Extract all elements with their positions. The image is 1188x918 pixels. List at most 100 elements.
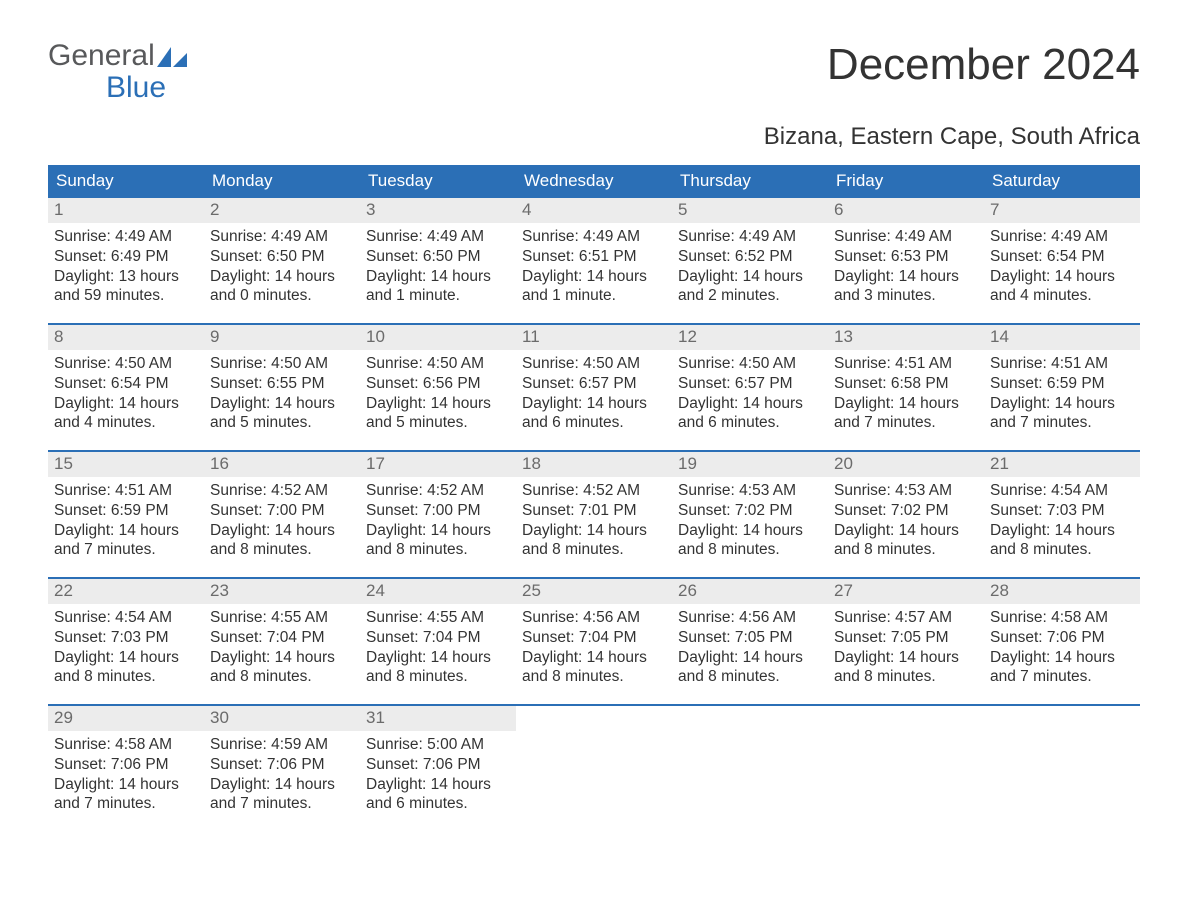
day-details: Sunrise: 4:49 AMSunset: 6:53 PMDaylight:… <box>828 223 984 314</box>
day-details: Sunrise: 4:53 AMSunset: 7:02 PMDaylight:… <box>828 477 984 568</box>
calendar-day-cell: 4Sunrise: 4:49 AMSunset: 6:51 PMDaylight… <box>516 198 672 323</box>
day-details: Sunrise: 4:51 AMSunset: 6:58 PMDaylight:… <box>828 350 984 441</box>
day-details: Sunrise: 4:56 AMSunset: 7:05 PMDaylight:… <box>672 604 828 695</box>
day-details: Sunrise: 4:54 AMSunset: 7:03 PMDaylight:… <box>48 604 204 695</box>
calendar-day-cell: 26Sunrise: 4:56 AMSunset: 7:05 PMDayligh… <box>672 579 828 704</box>
calendar-day-cell: 23Sunrise: 4:55 AMSunset: 7:04 PMDayligh… <box>204 579 360 704</box>
day-number: 30 <box>204 706 360 731</box>
day-number: 18 <box>516 452 672 477</box>
day-details: Sunrise: 4:49 AMSunset: 6:52 PMDaylight:… <box>672 223 828 314</box>
calendar-empty-cell <box>516 706 672 833</box>
day-number: 24 <box>360 579 516 604</box>
calendar-day-cell: 18Sunrise: 4:52 AMSunset: 7:01 PMDayligh… <box>516 452 672 577</box>
calendar-day-cell: 2Sunrise: 4:49 AMSunset: 6:50 PMDaylight… <box>204 198 360 323</box>
brand-word-1: General <box>48 40 155 72</box>
calendar-day-cell: 31Sunrise: 5:00 AMSunset: 7:06 PMDayligh… <box>360 706 516 833</box>
calendar-day-cell: 12Sunrise: 4:50 AMSunset: 6:57 PMDayligh… <box>672 325 828 450</box>
day-number: 7 <box>984 198 1140 223</box>
day-number: 22 <box>48 579 204 604</box>
calendar-day-cell: 3Sunrise: 4:49 AMSunset: 6:50 PMDaylight… <box>360 198 516 323</box>
calendar-day-cell: 28Sunrise: 4:58 AMSunset: 7:06 PMDayligh… <box>984 579 1140 704</box>
day-number: 14 <box>984 325 1140 350</box>
calendar-day-cell: 8Sunrise: 4:50 AMSunset: 6:54 PMDaylight… <box>48 325 204 450</box>
day-number: 1 <box>48 198 204 223</box>
calendar-header-cell: Thursday <box>672 165 828 198</box>
day-details: Sunrise: 4:50 AMSunset: 6:54 PMDaylight:… <box>48 350 204 441</box>
day-number: 3 <box>360 198 516 223</box>
day-details: Sunrise: 4:49 AMSunset: 6:50 PMDaylight:… <box>360 223 516 314</box>
day-number: 8 <box>48 325 204 350</box>
calendar-day-cell: 6Sunrise: 4:49 AMSunset: 6:53 PMDaylight… <box>828 198 984 323</box>
day-number: 31 <box>360 706 516 731</box>
brand-logo: General Blue <box>48 40 187 103</box>
day-number: 17 <box>360 452 516 477</box>
calendar-header-cell: Wednesday <box>516 165 672 198</box>
day-number: 20 <box>828 452 984 477</box>
day-details: Sunrise: 4:54 AMSunset: 7:03 PMDaylight:… <box>984 477 1140 568</box>
calendar-week-row: 8Sunrise: 4:50 AMSunset: 6:54 PMDaylight… <box>48 325 1140 452</box>
calendar-day-cell: 16Sunrise: 4:52 AMSunset: 7:00 PMDayligh… <box>204 452 360 577</box>
calendar-day-cell: 22Sunrise: 4:54 AMSunset: 7:03 PMDayligh… <box>48 579 204 704</box>
calendar-day-cell: 21Sunrise: 4:54 AMSunset: 7:03 PMDayligh… <box>984 452 1140 577</box>
calendar-day-cell: 30Sunrise: 4:59 AMSunset: 7:06 PMDayligh… <box>204 706 360 833</box>
calendar-day-cell: 13Sunrise: 4:51 AMSunset: 6:58 PMDayligh… <box>828 325 984 450</box>
day-number: 2 <box>204 198 360 223</box>
day-details: Sunrise: 4:58 AMSunset: 7:06 PMDaylight:… <box>984 604 1140 695</box>
day-details: Sunrise: 4:51 AMSunset: 6:59 PMDaylight:… <box>48 477 204 568</box>
day-number: 27 <box>828 579 984 604</box>
day-number: 10 <box>360 325 516 350</box>
day-details: Sunrise: 4:51 AMSunset: 6:59 PMDaylight:… <box>984 350 1140 441</box>
day-details: Sunrise: 4:56 AMSunset: 7:04 PMDaylight:… <box>516 604 672 695</box>
calendar-day-cell: 5Sunrise: 4:49 AMSunset: 6:52 PMDaylight… <box>672 198 828 323</box>
location-subtitle: Bizana, Eastern Cape, South Africa <box>48 123 1140 151</box>
calendar-week-row: 15Sunrise: 4:51 AMSunset: 6:59 PMDayligh… <box>48 452 1140 579</box>
calendar-empty-cell <box>828 706 984 833</box>
day-number: 4 <box>516 198 672 223</box>
calendar-day-cell: 9Sunrise: 4:50 AMSunset: 6:55 PMDaylight… <box>204 325 360 450</box>
calendar-day-cell: 25Sunrise: 4:56 AMSunset: 7:04 PMDayligh… <box>516 579 672 704</box>
calendar-header-cell: Saturday <box>984 165 1140 198</box>
calendar-day-cell: 7Sunrise: 4:49 AMSunset: 6:54 PMDaylight… <box>984 198 1140 323</box>
page-title: December 2024 <box>827 40 1140 90</box>
day-details: Sunrise: 4:50 AMSunset: 6:57 PMDaylight:… <box>516 350 672 441</box>
calendar-day-cell: 11Sunrise: 4:50 AMSunset: 6:57 PMDayligh… <box>516 325 672 450</box>
calendar-empty-cell <box>672 706 828 833</box>
calendar-header-cell: Friday <box>828 165 984 198</box>
day-details: Sunrise: 4:49 AMSunset: 6:50 PMDaylight:… <box>204 223 360 314</box>
day-details: Sunrise: 4:52 AMSunset: 7:00 PMDaylight:… <box>360 477 516 568</box>
day-details: Sunrise: 5:00 AMSunset: 7:06 PMDaylight:… <box>360 731 516 822</box>
day-number: 26 <box>672 579 828 604</box>
calendar-day-cell: 17Sunrise: 4:52 AMSunset: 7:00 PMDayligh… <box>360 452 516 577</box>
calendar-day-cell: 1Sunrise: 4:49 AMSunset: 6:49 PMDaylight… <box>48 198 204 323</box>
calendar-day-cell: 27Sunrise: 4:57 AMSunset: 7:05 PMDayligh… <box>828 579 984 704</box>
day-details: Sunrise: 4:55 AMSunset: 7:04 PMDaylight:… <box>360 604 516 695</box>
day-details: Sunrise: 4:50 AMSunset: 6:55 PMDaylight:… <box>204 350 360 441</box>
calendar-day-cell: 20Sunrise: 4:53 AMSunset: 7:02 PMDayligh… <box>828 452 984 577</box>
day-number: 11 <box>516 325 672 350</box>
day-number: 16 <box>204 452 360 477</box>
calendar-day-cell: 29Sunrise: 4:58 AMSunset: 7:06 PMDayligh… <box>48 706 204 833</box>
day-number: 13 <box>828 325 984 350</box>
calendar-day-cell: 19Sunrise: 4:53 AMSunset: 7:02 PMDayligh… <box>672 452 828 577</box>
day-details: Sunrise: 4:52 AMSunset: 7:00 PMDaylight:… <box>204 477 360 568</box>
calendar-day-cell: 24Sunrise: 4:55 AMSunset: 7:04 PMDayligh… <box>360 579 516 704</box>
calendar: SundayMondayTuesdayWednesdayThursdayFrid… <box>48 165 1140 833</box>
day-details: Sunrise: 4:52 AMSunset: 7:01 PMDaylight:… <box>516 477 672 568</box>
day-number: 29 <box>48 706 204 731</box>
calendar-day-cell: 14Sunrise: 4:51 AMSunset: 6:59 PMDayligh… <box>984 325 1140 450</box>
brand-word-2: Blue <box>48 72 187 104</box>
calendar-header-cell: Monday <box>204 165 360 198</box>
day-number: 15 <box>48 452 204 477</box>
day-details: Sunrise: 4:57 AMSunset: 7:05 PMDaylight:… <box>828 604 984 695</box>
calendar-header-cell: Tuesday <box>360 165 516 198</box>
day-number: 6 <box>828 198 984 223</box>
day-number: 9 <box>204 325 360 350</box>
day-number: 19 <box>672 452 828 477</box>
brand-sail-icon <box>157 42 187 74</box>
day-details: Sunrise: 4:53 AMSunset: 7:02 PMDaylight:… <box>672 477 828 568</box>
day-number: 5 <box>672 198 828 223</box>
day-details: Sunrise: 4:50 AMSunset: 6:57 PMDaylight:… <box>672 350 828 441</box>
day-details: Sunrise: 4:49 AMSunset: 6:51 PMDaylight:… <box>516 223 672 314</box>
calendar-day-cell: 10Sunrise: 4:50 AMSunset: 6:56 PMDayligh… <box>360 325 516 450</box>
day-details: Sunrise: 4:50 AMSunset: 6:56 PMDaylight:… <box>360 350 516 441</box>
